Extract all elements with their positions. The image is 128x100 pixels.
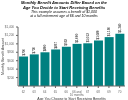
svg-text:$600: $600 bbox=[8, 59, 14, 63]
svg-text:$1,400: $1,400 bbox=[8, 25, 14, 29]
svg-text:$750: $750 bbox=[32, 46, 36, 53]
svg-text:$1,240: $1,240 bbox=[118, 23, 120, 33]
svg-text:65: 65 bbox=[54, 90, 58, 94]
svg-text:$800: $800 bbox=[43, 44, 47, 51]
svg-text:68: 68 bbox=[97, 90, 101, 94]
svg-text:$1,013: $1,013 bbox=[86, 33, 90, 43]
svg-text:$1,080: $1,080 bbox=[96, 30, 100, 40]
html-text:This example assumes a benefit: This example assumes a benefit of $1,000… bbox=[30, 10, 98, 19]
svg-text:$1,200: $1,200 bbox=[8, 33, 14, 37]
svg-text:$933: $933 bbox=[64, 39, 68, 46]
html-text:10 months: 10 months bbox=[69, 93, 84, 98]
svg-text:67: 67 bbox=[86, 90, 90, 94]
svg-text:66: 66 bbox=[64, 90, 68, 94]
svg-text:70: 70 bbox=[118, 90, 120, 94]
html-text:Monthly Benefit Amounts Differ: Monthly Benefit Amounts Differ Based on … bbox=[21, 0, 107, 10]
svg-text:$200: $200 bbox=[8, 76, 14, 80]
html-text:66 and: 66 and bbox=[72, 90, 82, 94]
svg-text:$1,000: $1,000 bbox=[75, 33, 79, 43]
svg-text:$400: $400 bbox=[8, 67, 14, 71]
svg-text:64: 64 bbox=[43, 90, 47, 94]
svg-text:$1,160: $1,160 bbox=[107, 27, 111, 37]
svg-text:$700: $700 bbox=[22, 48, 26, 55]
svg-text:$800: $800 bbox=[8, 50, 14, 54]
svg-text:69: 69 bbox=[107, 90, 111, 94]
svg-text:$867: $867 bbox=[54, 41, 58, 48]
svg-text:63: 63 bbox=[32, 90, 36, 94]
svg-text:$1,000: $1,000 bbox=[8, 42, 14, 46]
svg-text:Age You Choose to Start Receiv: Age You Choose to Start Receiving Benefi… bbox=[37, 97, 106, 100]
svg-text:62: 62 bbox=[22, 90, 26, 94]
